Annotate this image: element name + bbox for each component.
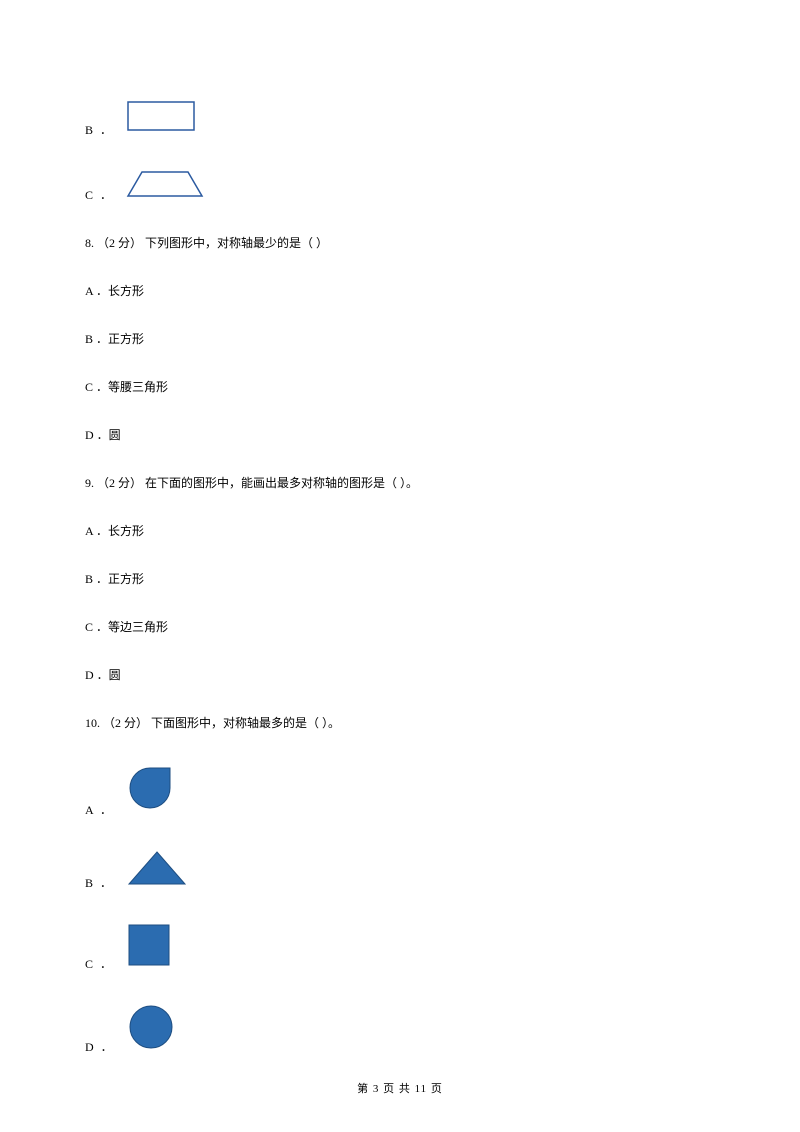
option-label-c: C ．	[85, 955, 114, 973]
q10-text: 10. （2 分） 下面图形中，对称轴最多的是（ ）。	[85, 714, 715, 732]
option-label-c: C ．	[85, 186, 114, 204]
q10-option-b: B ．	[85, 849, 715, 892]
trapezoid-icon	[126, 169, 204, 204]
q8-option-d: D ．圆	[85, 426, 715, 444]
q9-text: 9. （2 分） 在下面的图形中，能画出最多对称轴的图形是（ ）。	[85, 474, 715, 492]
option-label-b: B ．	[85, 874, 114, 892]
option-b-prev: B ．	[85, 100, 715, 139]
option-label-a: A ．	[85, 801, 114, 819]
q9-option-d: D ．圆	[85, 666, 715, 684]
q10-option-d: D ．	[85, 1003, 715, 1056]
q10-option-a: A ．	[85, 762, 715, 819]
q8-option-b: B ．正方形	[85, 330, 715, 348]
triangle-icon	[126, 849, 188, 892]
q9-option-b: B ．正方形	[85, 570, 715, 588]
teardrop-icon	[126, 762, 178, 819]
q8-option-c: C ．等腰三角形	[85, 378, 715, 396]
option-label-b: B ．	[85, 121, 114, 139]
option-c-prev: C ．	[85, 169, 715, 204]
page-footer: 第 3 页 共 11 页	[0, 1080, 800, 1096]
q8-text: 8. （2 分） 下列图形中，对称轴最少的是（ ）	[85, 234, 715, 252]
q10-option-c: C ．	[85, 922, 715, 973]
q8-option-a: A ．长方形	[85, 282, 715, 300]
circle-icon	[127, 1003, 175, 1056]
rectangle-icon	[126, 100, 196, 139]
square-icon	[126, 922, 172, 973]
q9-option-c: C ．等边三角形	[85, 618, 715, 636]
option-label-d: D ．	[85, 1038, 115, 1056]
page-content: B ． C ． 8. （2 分） 下列图形中，对称轴最少的是（ ） A ．长方形…	[0, 0, 800, 1126]
q9-option-a: A ．长方形	[85, 522, 715, 540]
